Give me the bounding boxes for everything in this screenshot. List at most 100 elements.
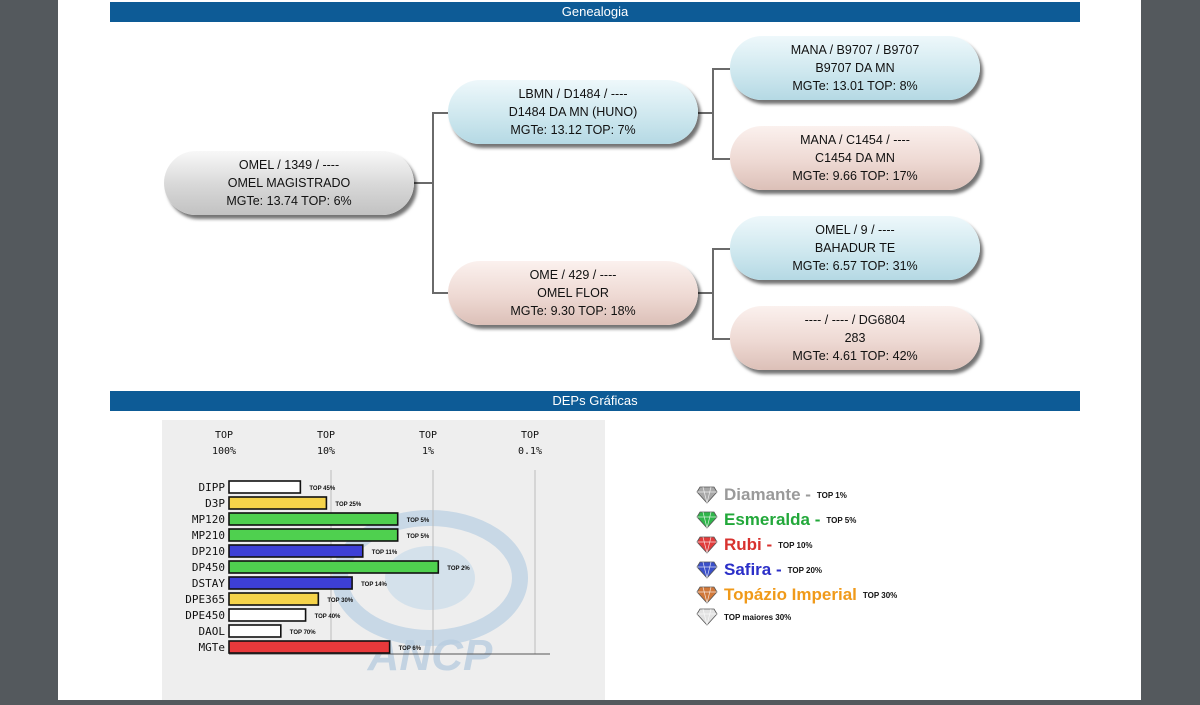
node-stats: MGTe: 6.57 TOP: 31% (792, 259, 918, 273)
node-id: MANA / C1454 / ---- (800, 133, 910, 147)
deps-header: DEPs Gráficas (110, 391, 1080, 411)
bar (228, 544, 364, 558)
connector (712, 68, 730, 70)
tick-label: 10% (317, 446, 335, 457)
category-label: MP120 (192, 513, 225, 526)
node-name: OMEL MAGISTRADO (227, 176, 351, 190)
pedigree-node-sire-dam[interactable]: MANA / C1454 / ---- C1454 DA MN MGTe: 9.… (730, 126, 980, 190)
bar-label: TOP 5% (407, 518, 430, 524)
genealogy-header: Genealogia (110, 2, 1080, 22)
node-stats: MGTe: 13.12 TOP: 7% (510, 123, 636, 137)
pedigree-node-dam-sire[interactable]: OMEL / 9 / ---- BAHADUR TE MGTe: 6.57 TO… (730, 216, 980, 280)
gem-icon (696, 536, 718, 554)
node-id: OMEL / 1349 / ---- (238, 158, 340, 172)
node-id: MANA / B9707 / B9707 (790, 43, 920, 57)
gem-icon (696, 486, 718, 504)
node-stats: MGTe: 9.30 TOP: 18% (510, 304, 636, 318)
node-id: LBMN / D1484 / ---- (518, 87, 628, 101)
bar (228, 640, 391, 654)
pedigree-node-animal[interactable]: OMEL / 1349 / ---- OMEL MAGISTRADO MGTe:… (164, 151, 414, 215)
tick-label: TOP (317, 430, 335, 441)
gem-icon (696, 561, 718, 579)
connector (414, 182, 434, 184)
bar (228, 496, 328, 510)
connector (432, 112, 448, 114)
node-name: B9707 DA MN (815, 61, 895, 75)
legend-item: TOP maiores 30% (696, 608, 791, 626)
node-name: BAHADUR TE (814, 241, 896, 255)
bar-label: TOP 70% (290, 630, 316, 636)
category-label: DAOL (199, 625, 226, 638)
category-label: DP210 (192, 545, 225, 558)
category-label: DSTAY (192, 577, 225, 590)
bar-label: TOP 14% (361, 582, 387, 588)
bar-label: TOP 6% (399, 646, 422, 652)
tick-label: 0.1% (518, 446, 542, 457)
node-id: OME / 429 / ---- (529, 268, 617, 282)
legend-name: Topázio Imperial (724, 585, 857, 604)
pedigree-node-dam-dam[interactable]: ---- / ---- / DG6804 283 MGTe: 4.61 TOP:… (730, 306, 980, 370)
category-label: DPE450 (185, 609, 225, 622)
bar-label: TOP 30% (327, 598, 353, 604)
legend-item: Safira - TOP 20% (696, 560, 822, 580)
connector (698, 112, 714, 114)
connector (712, 158, 730, 160)
legend-name: Diamante - (724, 485, 811, 504)
legend-item: Rubi - TOP 10% (696, 535, 813, 555)
connector (712, 338, 730, 340)
gem-icon (696, 608, 718, 626)
bar-label: TOP 2% (447, 566, 470, 572)
legend-name: Esmeralda - (724, 510, 821, 529)
legend-item: Esmeralda - TOP 5% (696, 510, 856, 530)
node-stats: MGTe: 13.74 TOP: 6% (226, 194, 352, 208)
tick-label: TOP (419, 430, 437, 441)
deps-chart: ANCP TOP 100% TOP 10% TOP 1% TOP 0.1% DIPP TOP 45%… (185, 430, 550, 680)
bar (228, 528, 399, 542)
bar-label: TOP 11% (372, 550, 398, 556)
connector (712, 248, 730, 250)
tick-label: TOP (521, 430, 539, 441)
node-name: C1454 DA MN (815, 151, 895, 165)
gem-icon (696, 586, 718, 604)
node-stats: MGTe: 4.61 TOP: 42% (792, 349, 918, 363)
deps-chart-panel: ANCP TOP 100% TOP 10% TOP 1% TOP 0.1% DIPP TOP 45%… (162, 420, 605, 700)
bar (228, 560, 440, 574)
gem-icon (696, 511, 718, 529)
pedigree-node-sire-sire[interactable]: MANA / B9707 / B9707 B9707 DA MN MGTe: 1… (730, 36, 980, 100)
watermark-logo-core (385, 546, 475, 610)
node-id: OMEL / 9 / ---- (815, 223, 895, 237)
node-id: ---- / ---- / DG6804 (804, 313, 906, 327)
legend-top: TOP 5% (826, 515, 857, 525)
bar (228, 592, 320, 606)
node-stats: MGTe: 13.01 TOP: 8% (792, 79, 918, 93)
connector (432, 292, 448, 294)
legend-item: Diamante - TOP 1% (696, 485, 847, 505)
bar (228, 624, 282, 638)
legend-top: TOP 30% (862, 590, 898, 600)
bar (228, 608, 307, 622)
node-stats: MGTe: 9.66 TOP: 17% (792, 169, 918, 183)
bar (228, 480, 302, 494)
legend-top: TOP 20% (787, 565, 823, 575)
category-label: DPE365 (185, 593, 225, 606)
tick-label: 100% (212, 446, 236, 457)
pedigree-node-sire[interactable]: LBMN / D1484 / ---- D1484 DA MN (HUNO) M… (448, 80, 698, 144)
bar-label: TOP 40% (315, 614, 341, 620)
category-label: D3P (205, 497, 225, 510)
category-label: DIPP (199, 481, 226, 494)
pedigree-node-dam[interactable]: OME / 429 / ---- OMEL FLOR MGTe: 9.30 TO… (448, 261, 698, 325)
legend-item: Topázio Imperial TOP 30% (696, 585, 897, 605)
connector (698, 292, 714, 294)
legend-name: Rubi - (724, 535, 773, 554)
legend-name: Safira - (724, 560, 782, 579)
legend-top: TOP maiores 30% (724, 612, 792, 622)
category-label: MGTe (199, 641, 226, 654)
bar-label: TOP 25% (335, 502, 361, 508)
connector (712, 248, 714, 340)
category-label: DP450 (192, 561, 225, 574)
watermark-text: ANCP (367, 631, 493, 680)
legend-top: TOP 10% (778, 540, 813, 550)
bar (228, 576, 353, 590)
node-name: OMEL FLOR (537, 286, 609, 300)
node-name: 283 (844, 331, 866, 345)
